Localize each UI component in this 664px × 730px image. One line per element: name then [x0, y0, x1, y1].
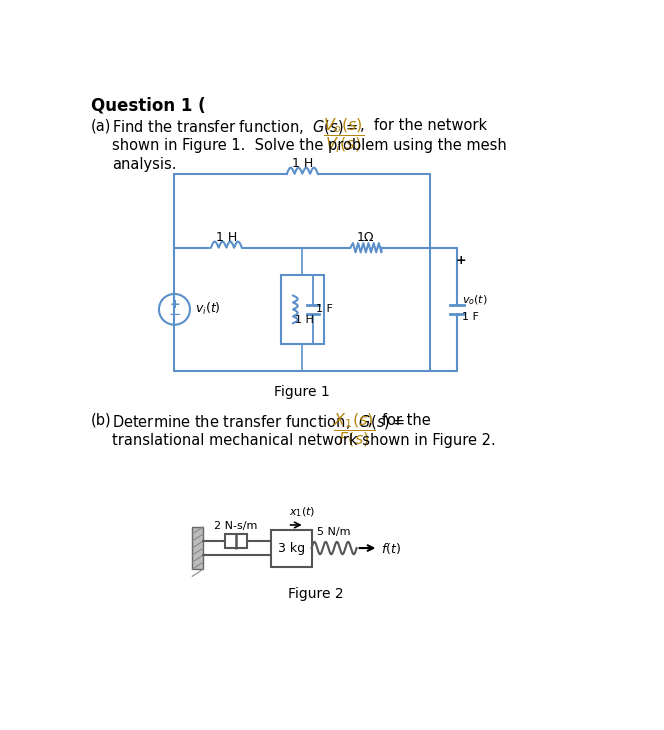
- FancyBboxPatch shape: [193, 527, 203, 569]
- Text: Find the transfer function,  $G(s)=$: Find the transfer function, $G(s)=$: [112, 118, 359, 137]
- Text: 2 N-s/m: 2 N-s/m: [214, 521, 258, 531]
- Text: 1 F: 1 F: [462, 312, 479, 322]
- Text: $\dfrac{X_1(s)}{F(s)}$: $\dfrac{X_1(s)}{F(s)}$: [333, 411, 375, 449]
- FancyBboxPatch shape: [225, 534, 246, 548]
- Text: analysis.: analysis.: [112, 157, 177, 172]
- Text: 1 H: 1 H: [216, 231, 237, 244]
- Text: Question 1 (: Question 1 (: [91, 97, 205, 115]
- FancyBboxPatch shape: [272, 529, 311, 566]
- Text: 1 H: 1 H: [295, 315, 313, 325]
- Text: 1 F: 1 F: [316, 304, 333, 315]
- Text: +: +: [456, 254, 466, 267]
- FancyBboxPatch shape: [281, 274, 323, 344]
- Text: translational mechanical network shown in Figure 2.: translational mechanical network shown i…: [112, 433, 496, 447]
- Text: Figure 1: Figure 1: [274, 385, 330, 399]
- Text: 5 N/m: 5 N/m: [317, 527, 351, 537]
- Text: Figure 2: Figure 2: [288, 587, 343, 601]
- Text: $v_o(t)$: $v_o(t)$: [462, 293, 488, 307]
- Text: $f(t)$: $f(t)$: [380, 540, 400, 556]
- Text: −: −: [168, 307, 181, 322]
- Text: (a): (a): [91, 118, 111, 134]
- Text: 1 H: 1 H: [291, 157, 313, 170]
- Text: ,  for the: , for the: [369, 412, 431, 428]
- Text: $\dfrac{V_o(s)}{V_i(s)}$: $\dfrac{V_o(s)}{V_i(s)}$: [323, 117, 365, 155]
- Text: 1Ω: 1Ω: [357, 231, 374, 244]
- Text: ,  for the network: , for the network: [361, 118, 487, 134]
- Text: $v_i(t)$: $v_i(t)$: [195, 301, 220, 318]
- Text: +: +: [169, 299, 180, 311]
- Text: Determine the transfer function,  $G(s)=$: Determine the transfer function, $G(s)=$: [112, 412, 405, 431]
- Text: shown in Figure 1.  Solve the problem using the mesh: shown in Figure 1. Solve the problem usi…: [112, 139, 507, 153]
- Text: $x_1(t)$: $x_1(t)$: [289, 505, 315, 519]
- Text: 3 kg: 3 kg: [278, 542, 305, 556]
- Text: (b): (b): [91, 412, 112, 428]
